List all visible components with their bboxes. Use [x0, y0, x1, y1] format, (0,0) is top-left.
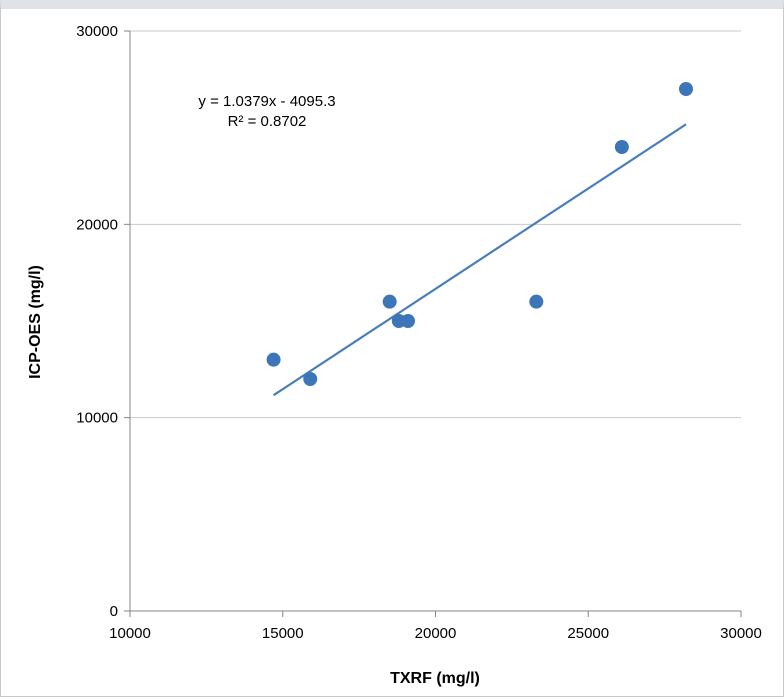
data-point — [679, 82, 694, 96]
y-tick-label: 10000 — [76, 410, 118, 427]
r-squared-label: R² = 0.8702 — [228, 113, 307, 130]
data-point — [382, 294, 397, 309]
x-tick-label: 10000 — [109, 625, 151, 642]
x-tick-label: 15000 — [262, 625, 304, 642]
data-point — [529, 294, 544, 309]
y-tick-label: 30000 — [76, 23, 118, 40]
y-tick-label: 20000 — [76, 216, 118, 233]
data-point — [614, 140, 629, 154]
x-tick-label: 30000 — [720, 625, 762, 642]
trendline-equation: y = 1.0379x - 4095.3 — [198, 93, 335, 110]
data-point — [303, 372, 318, 386]
gridlines — [130, 30, 741, 419]
x-tick-label: 20000 — [415, 625, 457, 642]
trendline — [272, 123, 687, 397]
x-tick-label: 25000 — [567, 625, 609, 642]
data-point — [401, 314, 416, 328]
trendline-group — [272, 123, 687, 397]
x-axis-title: TXRF (mg/l) — [390, 670, 480, 687]
y-tick-labels: 0 10000 20000 30000 — [76, 23, 118, 620]
axes — [124, 30, 742, 617]
y-tick-label: 0 — [110, 603, 118, 620]
data-point — [266, 352, 281, 367]
x-tick-labels: 10000 15000 20000 25000 30000 — [109, 625, 762, 642]
data-points — [266, 82, 694, 386]
y-axis-title: ICP-OES (mg/l) — [27, 265, 44, 379]
